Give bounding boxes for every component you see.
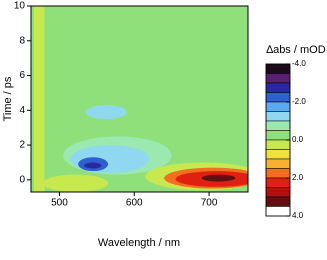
colorbar-band (265, 187, 291, 198)
x-tick-label: 600 (126, 198, 143, 209)
contour-region (85, 105, 127, 119)
colorbar-band (265, 82, 291, 93)
colorbar-band (265, 111, 291, 122)
x-axis-label: Wavelength / nm (98, 237, 180, 249)
colorbar-band (265, 196, 291, 207)
colorbar-band (265, 92, 291, 103)
y-tick-label: 4 (19, 105, 25, 116)
colorbar-band (265, 130, 291, 141)
colorbar-band (265, 168, 291, 179)
colorbar-band (265, 139, 291, 150)
y-tick-label: 6 (19, 70, 25, 81)
contour-region (201, 174, 236, 182)
contour-region (84, 162, 102, 169)
y-tick-label: 2 (19, 140, 25, 151)
colorbar-band (265, 158, 291, 169)
colorbar-tick-label: 0.0 (292, 135, 304, 144)
colorbar-band (265, 101, 291, 112)
x-tick-label: 700 (201, 198, 218, 209)
colorbar-tick-label: 4.0 (292, 211, 304, 220)
colorbar-band (265, 206, 291, 217)
colorbar-tick-label: -2.0 (292, 97, 306, 106)
colorbar-band (265, 63, 291, 74)
colorbar-band (265, 73, 291, 84)
plot-frame (30, 5, 249, 193)
colorbar-title: ∆abs / mOD (266, 44, 325, 56)
colorbar-band (265, 149, 291, 160)
plot-area (31, 6, 248, 192)
contour-region (42, 174, 109, 192)
y-tick-label: 10 (14, 1, 26, 12)
x-tick-label: 500 (51, 198, 68, 209)
colorbar-tick-label: 2.0 (292, 173, 304, 182)
colorbar-band (265, 177, 291, 188)
y-tick-label: 0 (19, 174, 25, 185)
y-tick-label: 8 (19, 35, 25, 46)
y-axis-label: Time / ps (2, 76, 14, 121)
contour-region (33, 6, 45, 192)
colorbar-band (265, 120, 291, 131)
colorbar-tick-label: -4.0 (292, 59, 306, 68)
